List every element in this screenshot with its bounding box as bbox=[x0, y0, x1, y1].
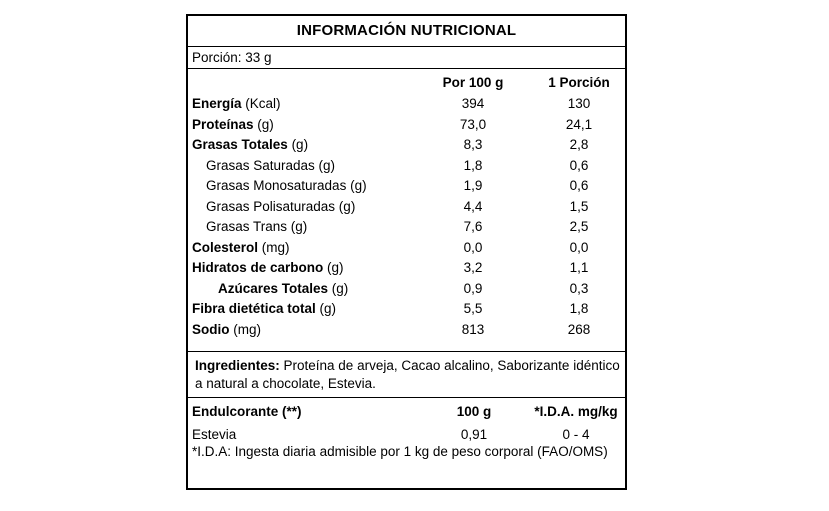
nutrient-name-bold: Fibra dietética total bbox=[192, 301, 316, 316]
nutrient-row: Grasas Saturadas (g) 1,8 0,6 bbox=[188, 156, 625, 176]
nutrient-value-per-100g: 4,4 bbox=[463, 198, 483, 214]
nutrient-value-per-100g: 3,2 bbox=[463, 260, 483, 275]
nutrient-name: Grasas Trans (g) bbox=[206, 217, 307, 237]
nutrient-value-per-100g: 1,8 bbox=[463, 157, 483, 173]
nutrient-value-per-portion: 268 bbox=[567, 321, 591, 337]
nutrient-row: Grasas Trans (g) 7,6 2,5 bbox=[188, 217, 625, 237]
nutrient-value-per-portion: 2,8 bbox=[569, 137, 589, 152]
nutrient-unit: (g) bbox=[323, 260, 344, 275]
nutrient-row: Hidratos de carbono (g) 3,2 1,1 bbox=[188, 258, 625, 278]
nutrient-name: Hidratos de carbono (g) bbox=[192, 258, 344, 278]
nutrient-name-bold: Proteínas bbox=[192, 116, 254, 132]
nutrient-value-per-portion: 0,6 bbox=[569, 157, 589, 173]
nutrient-value-per-100g: 73,0 bbox=[459, 116, 487, 132]
nutrient-row: Grasas Totales (g) 8,3 2,8 bbox=[188, 135, 625, 155]
nutrient-value-per-portion: 1,5 bbox=[569, 198, 589, 214]
nutrient-name: Grasas Saturadas (g) bbox=[206, 156, 335, 176]
column-header-per-100g: Por 100 g bbox=[442, 75, 504, 90]
nutrition-table: Por 100 g 1 Porción Energía (Kcal) 394 130… bbox=[188, 69, 625, 352]
nutrient-name-bold: Energía bbox=[192, 96, 242, 111]
nutrient-value-per-100g: 394 bbox=[461, 96, 485, 111]
nutrient-value-per-100g: 0,0 bbox=[463, 239, 483, 255]
nutrient-unit: (Kcal) bbox=[241, 96, 281, 111]
nutrient-row: Colesterol (mg) 0,0 0,0 bbox=[188, 238, 625, 258]
nutrient-unit: Grasas Trans (g) bbox=[206, 219, 308, 234]
nutrient-name: Sodio (mg) bbox=[192, 320, 261, 340]
nutrient-unit: Grasas Polisaturadas (g) bbox=[206, 198, 356, 214]
nutrient-value-per-100g: 1,9 bbox=[463, 178, 483, 193]
nutrient-name: Grasas Monosaturadas (g) bbox=[206, 176, 367, 196]
nutrient-name: Proteínas (g) bbox=[192, 115, 274, 135]
nutrient-unit: (g) bbox=[287, 137, 309, 152]
nutrient-row: Energía (Kcal) 394 130 bbox=[188, 94, 625, 114]
sweetener-header-name: Endulcorante (**) bbox=[192, 404, 302, 419]
nutrient-name-bold: Hidratos de carbono bbox=[192, 260, 324, 275]
nutrient-unit: Grasas Monosaturadas (g) bbox=[206, 178, 367, 193]
nutrient-row: Azúcares Totales (g) 0,9 0,3 bbox=[188, 279, 625, 299]
nutrient-value-per-100g: 0,9 bbox=[463, 280, 483, 296]
nutrient-row: Fibra dietética total (g) 5,5 1,8 bbox=[188, 299, 625, 319]
nutrient-row: Proteínas (g) 73,0 24,1 bbox=[188, 115, 625, 135]
nutrient-unit: (g) bbox=[328, 280, 349, 296]
nutrient-unit: (mg) bbox=[229, 321, 261, 337]
nutrient-name: Energía (Kcal) bbox=[192, 94, 281, 114]
ingredients-section: Ingredientes: Proteína de arveja, Cacao … bbox=[188, 352, 625, 398]
nutrient-value-per-portion: 1,1 bbox=[569, 260, 589, 275]
nutrient-value-per-100g: 7,6 bbox=[463, 219, 483, 234]
nutrient-name-bold: Colesterol bbox=[192, 239, 259, 255]
nutrition-label: INFORMACIÓN NUTRICIONAL Porción: 33 g Po… bbox=[186, 14, 627, 490]
nutrient-name: Colesterol (mg) bbox=[192, 238, 290, 258]
ida-footnote: *I.D.A: Ingesta diaria admisible por 1 k… bbox=[192, 444, 608, 459]
nutrient-value-per-portion: 2,5 bbox=[569, 219, 589, 234]
sweetener-row: Estevia 0,91 0 - 4 bbox=[188, 425, 625, 445]
nutrient-unit: Grasas Saturadas (g) bbox=[206, 157, 336, 173]
nutrient-value-per-portion: 1,8 bbox=[569, 301, 589, 316]
nutrient-unit: (g) bbox=[253, 116, 274, 132]
nutrient-value-per-portion: 0,3 bbox=[569, 280, 589, 296]
nutrient-value-per-portion: 24,1 bbox=[565, 116, 593, 132]
nutrient-value-per-portion: 130 bbox=[567, 96, 591, 111]
nutrient-row: Sodio (mg) 813 268 bbox=[188, 320, 625, 340]
nutrient-name: Grasas Polisaturadas (g) bbox=[206, 197, 355, 217]
nutrient-name: Grasas Totales (g) bbox=[192, 135, 308, 155]
nutrient-value-per-100g: 813 bbox=[461, 321, 485, 337]
sweetener-header-row: Endulcorante (**) 100 g *I.D.A. mg/kg bbox=[188, 402, 625, 422]
nutrient-name: Fibra dietética total (g) bbox=[192, 299, 336, 319]
sweetener-ida: 0 - 4 bbox=[562, 427, 590, 442]
ingredients-text: Proteína de arveja, Cacao alcalino, Sabo… bbox=[195, 358, 620, 391]
nutrient-value-per-portion: 0,0 bbox=[569, 239, 589, 255]
nutrient-name-bold: Grasas Totales bbox=[192, 137, 288, 152]
nutrient-unit: (mg) bbox=[258, 239, 290, 255]
nutrient-name-bold: Sodio bbox=[192, 321, 230, 337]
sweetener-section: Endulcorante (**) 100 g *I.D.A. mg/kg Es… bbox=[188, 398, 625, 491]
nutrient-value-per-100g: 8,3 bbox=[463, 137, 483, 152]
table-header-row: Por 100 g 1 Porción bbox=[188, 73, 625, 93]
nutrient-value-per-portion: 0,6 bbox=[569, 178, 589, 193]
nutrient-name: Azúcares Totales (g) bbox=[218, 279, 348, 299]
sweetener-header-amount: 100 g bbox=[456, 404, 492, 419]
nutrient-name-bold: Azúcares Totales bbox=[218, 280, 329, 296]
ingredients-label: Ingredientes: bbox=[195, 358, 280, 373]
label-title: INFORMACIÓN NUTRICIONAL bbox=[188, 16, 625, 47]
sweetener-header-ida: *I.D.A. mg/kg bbox=[534, 404, 618, 419]
nutrient-unit: (g) bbox=[315, 301, 337, 316]
portion-size: Porción: 33 g bbox=[188, 47, 625, 69]
sweetener-amount: 0,91 bbox=[460, 427, 488, 442]
column-header-per-portion: 1 Porción bbox=[548, 75, 610, 90]
nutrient-value-per-100g: 5,5 bbox=[463, 301, 483, 316]
nutrient-row: Grasas Polisaturadas (g) 4,4 1,5 bbox=[188, 197, 625, 217]
sweetener-name: Estevia bbox=[192, 427, 237, 442]
nutrient-row: Grasas Monosaturadas (g) 1,9 0,6 bbox=[188, 176, 625, 196]
